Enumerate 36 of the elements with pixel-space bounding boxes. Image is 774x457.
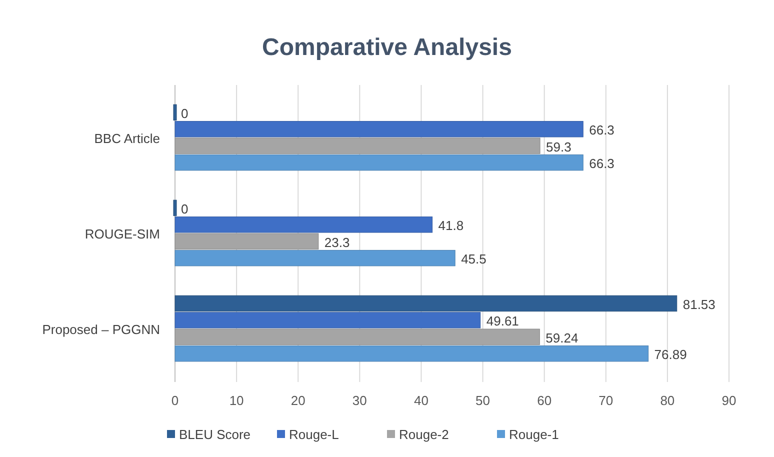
- data-label: 81.53: [682, 296, 716, 312]
- y-tick-label: ROUGE-SIM: [84, 226, 160, 242]
- x-tick-label: 20: [290, 393, 306, 408]
- bar: [174, 233, 319, 250]
- x-tick-label: 90: [722, 393, 736, 408]
- legend-label: BLEU Score: [179, 427, 251, 442]
- bar: [174, 138, 540, 154]
- data-label: 45.5: [461, 252, 486, 267]
- x-tick-label: 40: [414, 393, 428, 408]
- legend-label: Rouge-2: [399, 427, 449, 442]
- x-tick-label: 70: [598, 393, 614, 408]
- x-tick-label: 80: [660, 393, 675, 408]
- data-label: 49.61: [486, 314, 519, 329]
- data-label: 23.3: [324, 234, 350, 250]
- bar: [174, 154, 584, 171]
- x-tick-label: 10: [229, 393, 244, 408]
- data-label: 0: [181, 106, 188, 121]
- data-label: 76.89: [654, 347, 687, 362]
- bar: [174, 250, 456, 266]
- data-label: 66.3: [589, 156, 614, 172]
- data-label: 66.3: [589, 122, 614, 138]
- legend-label: Rouge-1: [509, 427, 559, 442]
- y-tick-label: Proposed – PGGNN: [42, 322, 160, 338]
- bar: [174, 328, 540, 345]
- x-tick-label: 0: [171, 393, 179, 408]
- data-label: 0: [181, 201, 188, 216]
- data-label: 59.24: [546, 330, 578, 346]
- data-label: 59.3: [546, 139, 572, 154]
- x-tick-label: 50: [476, 393, 490, 408]
- data-label: 41.8: [438, 218, 464, 234]
- x-tick-label: 30: [352, 393, 367, 408]
- x-tick-label: 60: [537, 393, 552, 408]
- bar: [174, 345, 649, 362]
- chart-title: Comparative Analysis: [262, 34, 512, 61]
- legend-label: Rouge-L: [289, 427, 339, 442]
- y-tick-label: BBC Article: [94, 130, 160, 146]
